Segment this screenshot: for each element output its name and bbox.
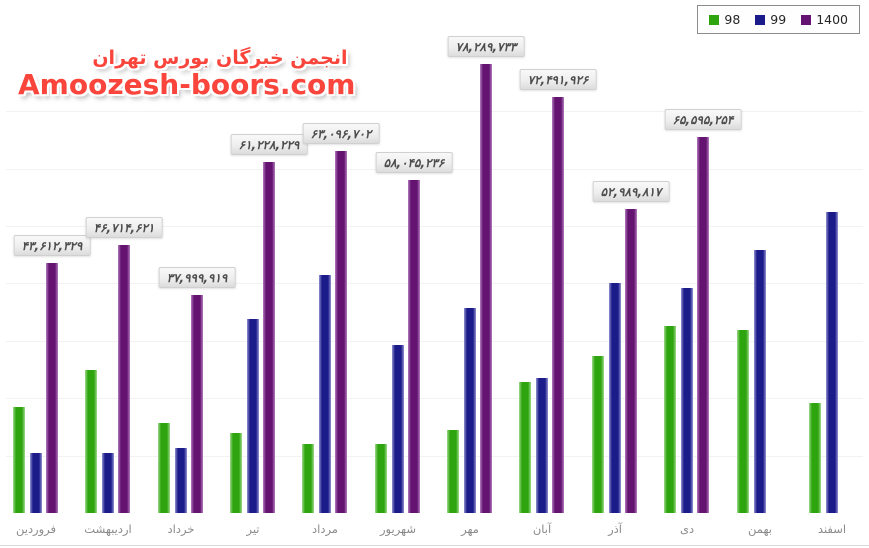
bar-98-2 (158, 423, 170, 513)
legend-label: 1400 (816, 12, 848, 27)
bar-99-0 (30, 453, 42, 513)
bar-99-9 (681, 288, 693, 513)
chart-bottom-border (0, 545, 869, 546)
bar-1400-7 (552, 97, 564, 513)
bar-98-3 (230, 433, 242, 513)
bar-99-4 (319, 275, 331, 513)
bar-99-1 (102, 453, 114, 513)
data-label-0: ۴۳,۶۱۲,۳۲۹ (13, 235, 91, 256)
bar-98-10 (737, 330, 749, 513)
x-axis-label-5: شهریور (380, 522, 416, 536)
bar-98-9 (664, 326, 676, 513)
data-label-6: ۷۸,۲۸۹,۷۳۳ (447, 36, 525, 57)
bar-1400-8 (625, 209, 637, 513)
x-axis-label-7: آبان (532, 522, 552, 536)
legend-item-98: 98 (709, 12, 740, 27)
legend-swatch-98 (709, 14, 720, 25)
bar-99-5 (392, 345, 404, 513)
gridline (6, 398, 863, 400)
bar-99-6 (464, 308, 476, 513)
x-axis-label-0: فروردین (15, 522, 57, 536)
legend: 98 99 1400 (697, 5, 860, 34)
gridline (6, 111, 863, 113)
gridline (6, 226, 863, 228)
bar-98-0 (13, 407, 25, 513)
bar-99-2 (175, 448, 187, 513)
bar-1400-4 (335, 151, 347, 513)
bar-99-7 (536, 378, 548, 513)
x-axis-label-1: اردیبهشت (84, 522, 132, 536)
bar-1400-1 (118, 245, 130, 513)
data-label-8: ۵۲,۹۸۹,۸۱۷ (592, 181, 670, 202)
legend-item-99: 99 (755, 12, 786, 27)
data-label-4: ۶۳,۰۹۶,۷۰۲ (302, 123, 380, 144)
legend-swatch-99 (755, 14, 766, 25)
watermark-line-fa: انجمن خبرگان بورس تهران (92, 47, 348, 69)
data-label-2: ۳۷,۹۹۹,۹۱۹ (158, 267, 236, 288)
bar-1400-5 (408, 180, 420, 513)
x-axis-label-3: تیر (246, 522, 260, 536)
bar-98-5 (375, 444, 387, 513)
bar-98-8 (592, 356, 604, 513)
legend-label: 98 (724, 12, 741, 27)
bar-99-3 (247, 319, 259, 513)
bar-1400-2 (191, 295, 203, 513)
watermark: انجمن خبرگان بورس تهران Amoozesh-boors.c… (18, 48, 355, 101)
bar-98-1 (85, 370, 97, 513)
data-label-7: ۷۲,۴۹۱,۹۲۶ (519, 69, 597, 90)
x-axis-label-4: مرداد (312, 522, 338, 536)
gridline (6, 283, 863, 285)
bar-1400-6 (480, 64, 492, 513)
watermark-line-en: Amoozesh-boors.com (18, 67, 356, 101)
gridline (6, 455, 863, 457)
bar-98-6 (447, 430, 459, 513)
x-axis-label-2: خرداد (167, 522, 195, 536)
x-axis-label-8: آذر (608, 522, 622, 536)
legend-swatch-1400 (801, 14, 812, 25)
x-axis-label-11: اسفند (817, 522, 847, 536)
data-label-5: ۵۸,۰۴۵,۲۳۶ (375, 152, 453, 173)
x-axis-label-6: مهر (461, 522, 479, 536)
x-axis-label-10: بهمن (748, 522, 772, 536)
bar-1400-3 (263, 162, 275, 513)
bar-98-4 (302, 444, 314, 513)
data-label-9: ۶۵,۵۹۵,۲۵۴ (664, 109, 742, 130)
bar-98-7 (519, 382, 531, 513)
bar-99-8 (609, 283, 621, 513)
legend-item-1400: 1400 (801, 12, 848, 27)
data-label-1: ۴۶,۷۱۴,۶۲۱ (85, 217, 163, 238)
bar-99-11 (826, 212, 838, 513)
gridline (6, 340, 863, 342)
bar-1400-9 (697, 137, 709, 513)
legend-label: 99 (770, 12, 787, 27)
bar-99-10 (754, 250, 766, 513)
bar-1400-0 (46, 263, 58, 513)
x-axis-label-9: دی (679, 522, 695, 536)
bar-98-11 (809, 403, 821, 513)
data-label-3: ۶۱,۲۲۸,۲۲۹ (230, 134, 308, 155)
